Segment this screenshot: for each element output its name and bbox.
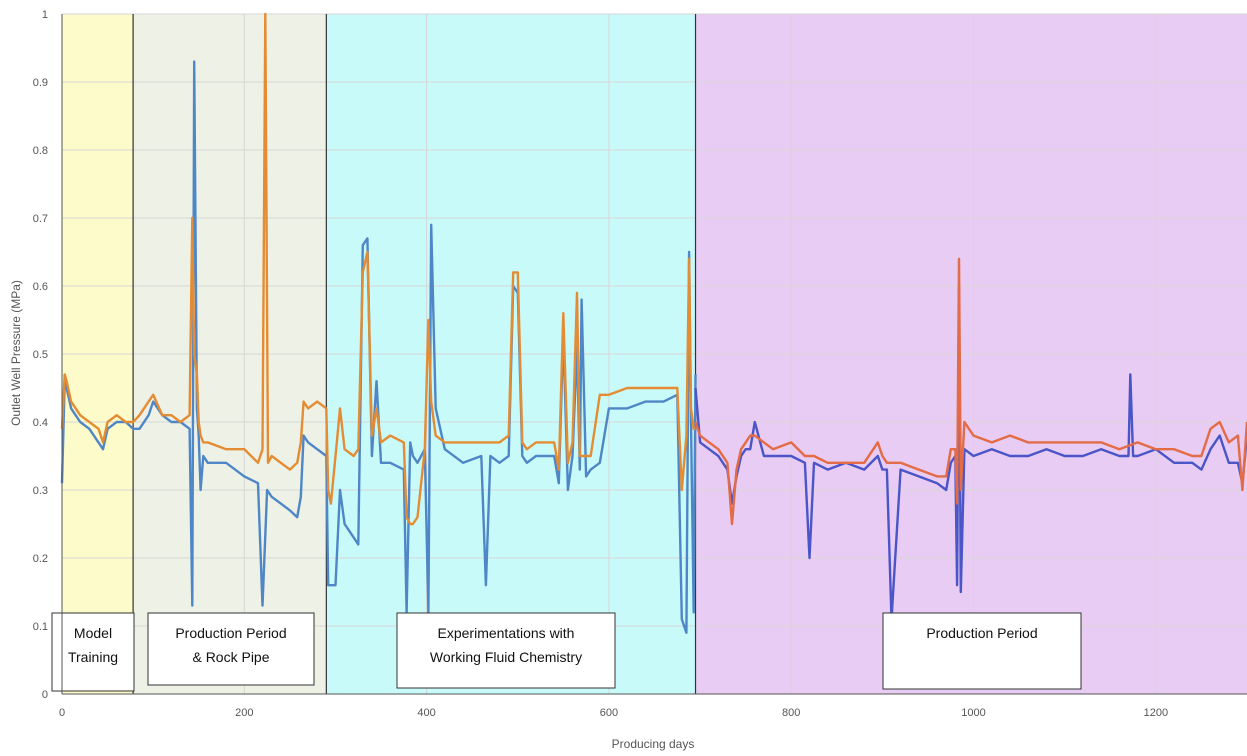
y-tick-label-1: 0.1 <box>33 621 48 633</box>
axes: 0 0.1 0.2 0.3 0.4 0.5 0.6 0.7 0.8 0.9 1 0 200 400 600 8… <box>33 9 1247 719</box>
y-tick-label-3: 0.3 <box>33 485 48 497</box>
x-tick-label-0: 0 <box>59 707 65 719</box>
y-tick-label-8: 0.8 <box>33 145 48 157</box>
x-axis-title: Producing days <box>612 737 695 751</box>
y-tick-label-5: 0.5 <box>33 349 48 361</box>
y-tick-label-10: 1 <box>42 9 48 21</box>
region-label-text-2-1: Working Fluid Chemistry <box>430 649 582 665</box>
region-label-text-0-1: Training <box>68 649 118 665</box>
series-layer <box>60 12 1247 634</box>
region-label-box-0 <box>51 612 135 692</box>
region-labels: Model Training Production Period & Rock Pip… <box>51 612 1082 692</box>
x-tick-label-3: 600 <box>600 707 618 719</box>
y-tick-label-6: 0.6 <box>33 281 48 293</box>
series-line-3 <box>694 257 1247 526</box>
region-label-box-3 <box>882 612 1082 690</box>
y-axis-title: Outlet Well Pressure (MPa) <box>9 280 23 426</box>
region-label-text-1-1: & Rock Pipe <box>192 649 269 665</box>
x-tick-label-5: 1000 <box>961 707 985 719</box>
series-line-2 <box>694 284 1247 621</box>
x-tick-label-2: 400 <box>417 707 435 719</box>
region-label-box-1 <box>147 612 315 686</box>
region-label-text-3-0: Production Period <box>926 625 1037 641</box>
y-tick-label-9: 0.9 <box>33 77 48 89</box>
y-tick-label-0: 0 <box>42 689 48 701</box>
y-tick-label-7: 0.7 <box>33 213 48 225</box>
region-label-box-2 <box>396 612 616 689</box>
series-line-1 <box>60 12 696 526</box>
x-tick-label-1: 200 <box>235 707 253 719</box>
region-label-text-2-0: Experimentations with <box>438 625 575 641</box>
x-tick-label-6: 1200 <box>1144 707 1168 719</box>
region-label-text-1-0: Production Period <box>175 625 286 641</box>
y-tick-label-2: 0.2 <box>33 553 48 565</box>
x-tick-label-4: 800 <box>782 707 800 719</box>
region-label-text-0-0: Model <box>74 625 112 641</box>
y-tick-label-4: 0.4 <box>33 417 48 429</box>
